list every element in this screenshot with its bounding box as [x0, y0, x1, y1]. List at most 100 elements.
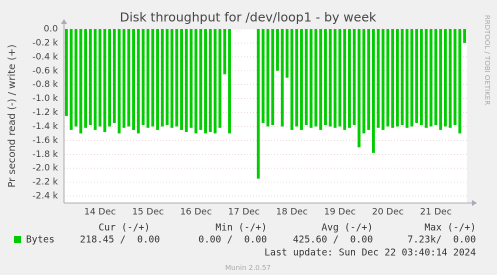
y-tick-label: -2.2 k	[32, 178, 58, 188]
bar	[424, 29, 428, 128]
bar	[170, 29, 174, 128]
bar	[290, 29, 294, 130]
bar	[276, 29, 279, 71]
bar	[204, 29, 207, 134]
side-label: RRDTOOL / TOBI OETIKER	[483, 15, 491, 105]
x-tick-label: 21 Dec	[420, 208, 452, 218]
bar	[98, 29, 102, 127]
bar	[395, 29, 399, 127]
bar	[443, 29, 447, 127]
y-tick-label: -0.6 k	[32, 66, 58, 76]
bar	[117, 29, 121, 134]
bar	[386, 29, 390, 127]
bar	[348, 29, 351, 128]
bar	[372, 29, 375, 153]
legend-value: 425.60 / 0.00	[293, 235, 373, 246]
bar	[108, 29, 112, 127]
bar	[271, 29, 275, 126]
y-tick-label: -2.4 k	[32, 192, 58, 202]
chart-title: Disk throughput for /dev/loop1 - by week	[120, 10, 377, 25]
y-tick-label: -1.0 k	[32, 94, 58, 104]
legend-header: Min (-/+)	[216, 223, 267, 234]
bar	[448, 29, 452, 128]
bar	[228, 29, 231, 134]
x-tick-label: 14 Dec	[84, 208, 116, 218]
y-tick-label: -0.2 k	[32, 38, 58, 48]
bar	[64, 29, 68, 116]
legend-swatch	[14, 236, 21, 243]
bar	[381, 29, 385, 130]
bar	[132, 29, 136, 130]
bar	[141, 29, 145, 126]
bar	[463, 29, 467, 43]
bar	[208, 29, 212, 133]
legend-value: 7.23k/ 0.00	[407, 235, 476, 246]
bar	[304, 29, 308, 126]
bar	[160, 29, 164, 127]
last-update: Last update: Sun Dec 22 03:40:14 2024	[264, 248, 476, 259]
x-tick-label: 15 Dec	[132, 208, 164, 218]
axis-arrow	[472, 200, 477, 206]
y-tick-label: -1.4 k	[32, 122, 58, 132]
bar	[434, 29, 438, 126]
bar	[156, 29, 159, 130]
bar	[357, 29, 361, 148]
y-tick-label: -1.8 k	[32, 150, 58, 160]
bar	[175, 29, 179, 127]
y-tick-label: -1.6 k	[32, 136, 58, 146]
bar	[127, 29, 131, 127]
bar	[285, 29, 289, 78]
bar	[400, 29, 404, 126]
bar	[199, 29, 203, 130]
bar	[405, 29, 409, 128]
bar	[74, 29, 78, 127]
bar	[93, 29, 97, 130]
bar	[213, 29, 217, 134]
footer: Munin 2.0.57	[225, 264, 271, 272]
bar	[429, 29, 433, 127]
bar	[338, 29, 342, 127]
x-tick-label: 18 Dec	[276, 208, 308, 218]
bar	[328, 29, 332, 127]
bar	[415, 29, 419, 123]
x-tick-label: 16 Dec	[180, 208, 212, 218]
bar	[319, 29, 323, 130]
bar	[343, 29, 347, 130]
bar	[333, 29, 337, 128]
bar	[88, 29, 92, 126]
bar	[79, 29, 83, 134]
legend-value: 0.00 / 0.00	[198, 235, 267, 246]
y-axis-label: Pr second read (-) / write (+)	[7, 44, 18, 187]
legend-header: Avg (-/+)	[322, 223, 373, 234]
bar	[180, 29, 183, 130]
bar	[352, 29, 356, 126]
bar	[324, 29, 327, 126]
x-tick-label: 17 Dec	[228, 208, 260, 218]
bar	[69, 29, 73, 130]
bar	[439, 29, 443, 130]
axis-arrow	[61, 19, 67, 24]
bar	[122, 29, 126, 128]
bar	[189, 29, 193, 128]
bar	[391, 29, 395, 128]
legend-value: 218.45 / 0.00	[80, 235, 160, 246]
bar	[410, 29, 414, 127]
bar	[362, 29, 366, 134]
bar	[419, 29, 423, 126]
bar	[218, 29, 222, 128]
y-tick-label: 0.0	[44, 25, 59, 35]
bar	[184, 29, 188, 133]
bar	[103, 29, 107, 133]
bar	[295, 29, 299, 127]
bar	[280, 29, 284, 127]
legend-header: Max (-/+)	[425, 223, 476, 234]
y-tick-label: -0.4 k	[32, 52, 58, 62]
bar	[84, 29, 88, 128]
bar	[309, 29, 313, 128]
legend-header: Cur (-/+)	[99, 223, 150, 234]
bar	[314, 29, 318, 127]
legend-label: Bytes	[26, 235, 55, 246]
bar	[300, 29, 303, 130]
y-tick-label: -0.8 k	[32, 80, 58, 90]
